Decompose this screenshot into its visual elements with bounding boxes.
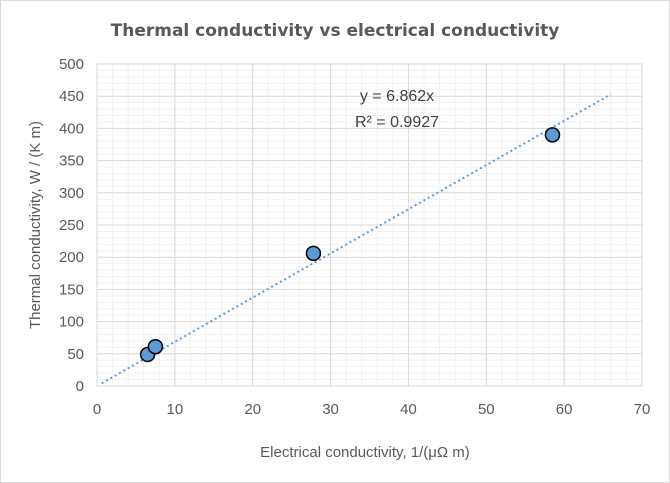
y-tick-label: 0 (76, 378, 84, 395)
data-point (147, 338, 164, 355)
y-tick-label: 500 (59, 56, 84, 73)
x-tick-label: 50 (478, 401, 495, 418)
y-tick-label: 400 (59, 120, 84, 137)
x-tick-label: 40 (400, 401, 417, 418)
y-tick-label: 300 (59, 185, 84, 202)
data-point (544, 127, 561, 143)
linear-trendline (101, 93, 612, 385)
y-tick-label: 250 (59, 217, 84, 234)
trendline-equation: y = 6.862x (360, 88, 434, 105)
y-tick-label: 50 (67, 346, 84, 363)
x-axis-tick-labels: 0 10 20 30 40 50 60 70 (93, 401, 651, 418)
y-tick-label: 200 (59, 249, 84, 266)
y-axis-label: Thermal conductivity, W / (K m) (27, 121, 44, 329)
x-tick-label: 0 (93, 401, 101, 418)
y-tick-label: 100 (59, 314, 84, 331)
y-tick-label: 150 (59, 281, 84, 298)
data-points (139, 127, 561, 363)
y-axis-tick-labels: 0 50 100 150 200 250 300 350 400 450 500 (59, 56, 84, 395)
major-gridlines (96, 63, 643, 387)
y-tick-label: 350 (59, 153, 84, 170)
chart-title: Thermal conductivity vs electrical condu… (111, 21, 560, 41)
x-tick-label: 60 (556, 401, 573, 418)
trendline-r-squared: R² = 0.9927 (355, 114, 439, 131)
data-point (305, 245, 322, 262)
x-tick-label: 30 (322, 401, 339, 418)
x-axis-label: Electrical conductivity, 1/(μΩ m) (260, 444, 470, 461)
y-tick-label: 450 (59, 88, 84, 105)
x-tick-label: 20 (244, 401, 261, 418)
x-tick-label: 10 (167, 401, 184, 418)
x-tick-label: 70 (634, 401, 651, 418)
plot-area-border (96, 63, 643, 387)
